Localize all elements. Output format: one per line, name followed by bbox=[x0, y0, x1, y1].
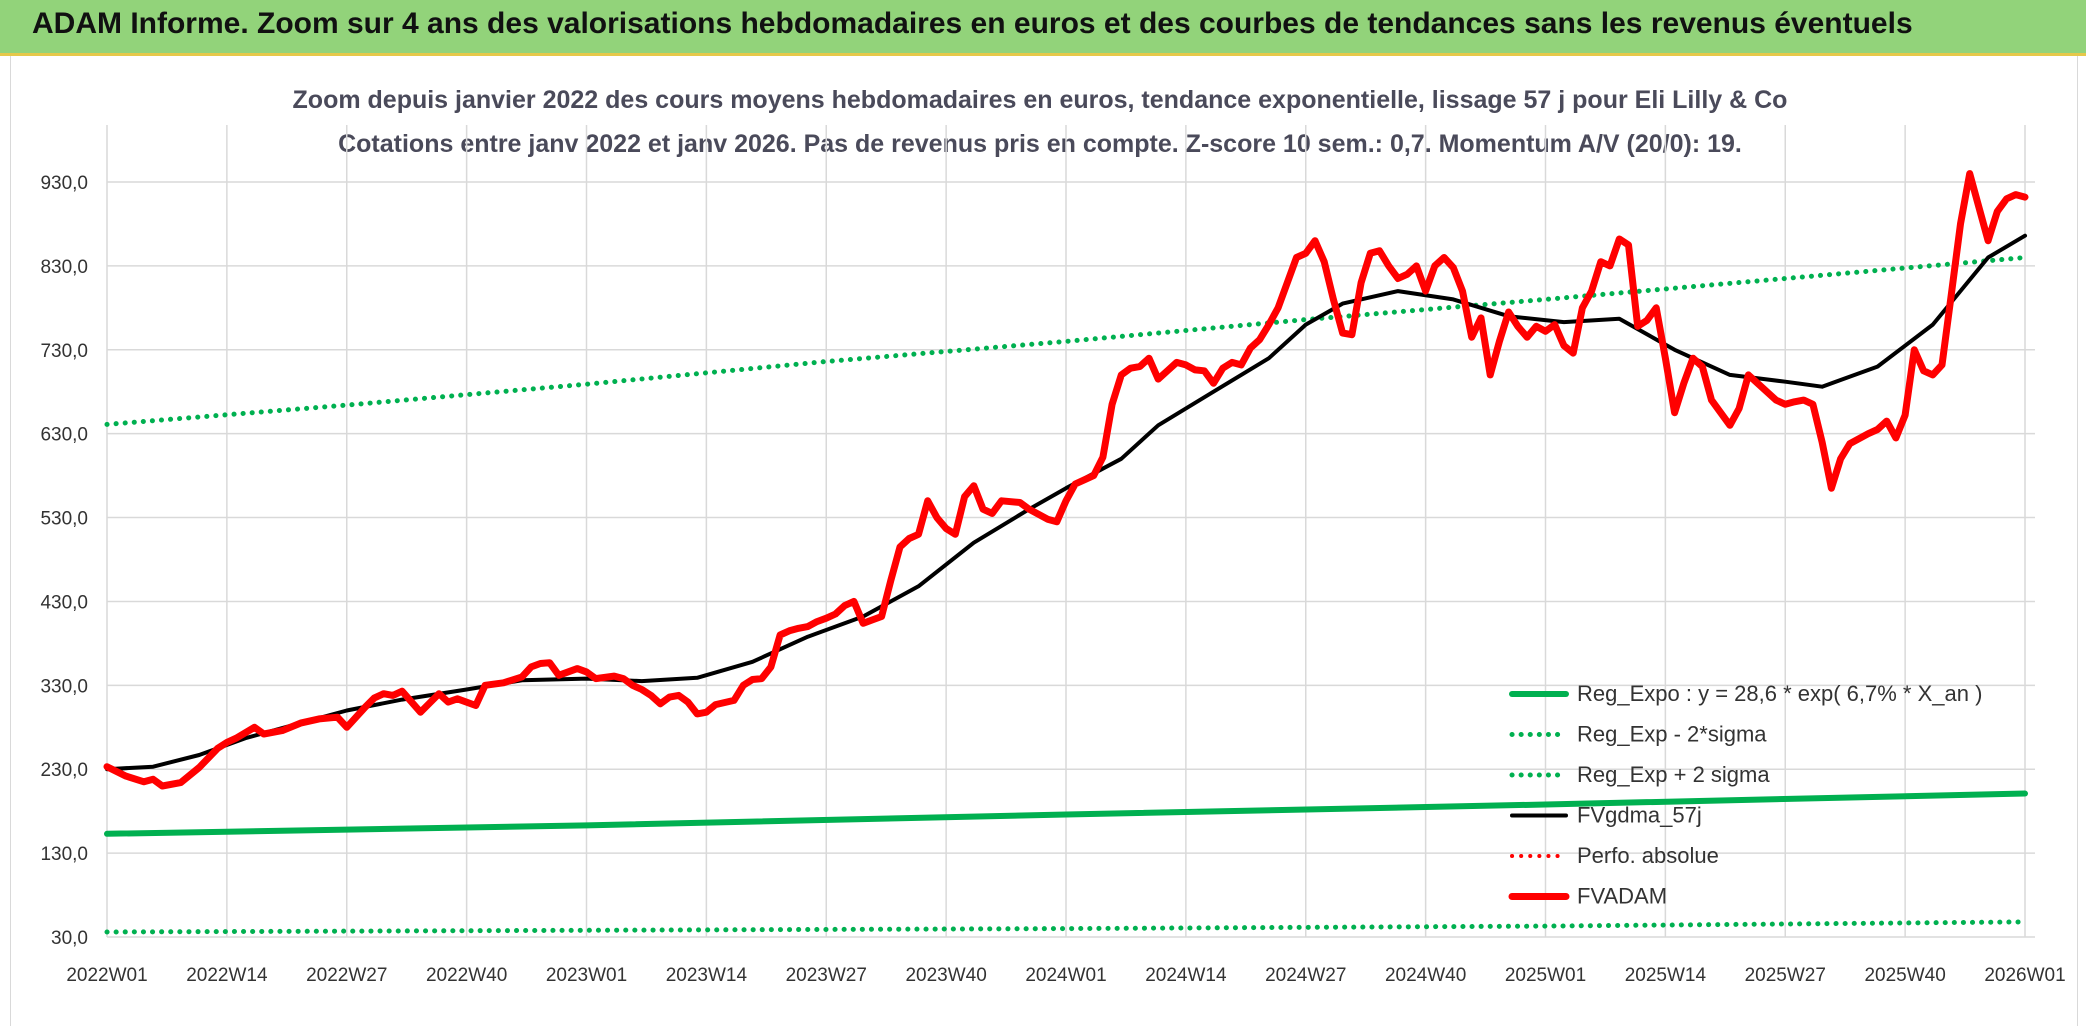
x-tick-label: 2023W27 bbox=[786, 965, 867, 986]
x-tick-label: 2026W01 bbox=[1984, 965, 2065, 986]
y-tick-label: 430,0 bbox=[40, 592, 88, 613]
x-tick-label: 2022W01 bbox=[66, 965, 147, 986]
y-tick-label: 130,0 bbox=[40, 844, 88, 865]
series-line-0 bbox=[104, 790, 2028, 837]
x-tick-label: 2024W40 bbox=[1385, 965, 1466, 986]
legend-label-0: Reg_Expo : y = 28,6 * exp( 6,7% * X_an ) bbox=[1577, 681, 1982, 706]
legend-label-2: Reg_Exp + 2 sigma bbox=[1577, 762, 1770, 787]
x-tick-label: 2022W40 bbox=[426, 965, 507, 986]
frame-top-border bbox=[0, 53, 2086, 56]
x-tick-label: 2023W01 bbox=[546, 965, 627, 986]
y-tick-label: 230,0 bbox=[40, 760, 88, 781]
legend-label-1: Reg_Exp - 2*sigma bbox=[1577, 722, 1767, 747]
x-tick-label: 2022W14 bbox=[186, 965, 268, 986]
series-line-5 bbox=[103, 170, 2029, 790]
x-tick-label: 2024W01 bbox=[1025, 965, 1106, 986]
x-tick-label: 2024W14 bbox=[1145, 965, 1227, 986]
y-tick-label: 630,0 bbox=[40, 425, 88, 446]
x-tick-label: 2025W14 bbox=[1625, 965, 1707, 986]
x-tick-label: 2025W27 bbox=[1745, 965, 1826, 986]
banner-title: ADAM Informe. Zoom sur 4 ans des valoris… bbox=[32, 7, 1913, 40]
series-line-1 bbox=[104, 919, 2028, 935]
x-tick-label: 2025W40 bbox=[1864, 965, 1945, 986]
x-tick-label: 2023W40 bbox=[905, 965, 986, 986]
legend-label-5: FVADAM bbox=[1577, 884, 1667, 909]
x-tick-label: 2025W01 bbox=[1505, 965, 1586, 986]
y-tick-label: 530,0 bbox=[40, 509, 88, 530]
chart-frame bbox=[10, 56, 2078, 1026]
x-tick-label: 2022W27 bbox=[306, 965, 387, 986]
y-tick-label: 830,0 bbox=[40, 257, 88, 278]
x-tick-label: 2023W14 bbox=[666, 965, 748, 986]
legend-label-4: Perfo. absolue bbox=[1577, 843, 1719, 868]
y-tick-label: 330,0 bbox=[40, 676, 88, 697]
chart-title: Zoom depuis janvier 2022 des cours moyen… bbox=[293, 86, 1788, 114]
y-tick-label: 30,0 bbox=[51, 928, 88, 949]
series-line-2 bbox=[104, 255, 2028, 427]
chart-subtitle: Cotations entre janv 2022 et janv 2026. … bbox=[338, 130, 1742, 158]
y-tick-label: 730,0 bbox=[40, 341, 88, 362]
x-tick-label: 2024W27 bbox=[1265, 965, 1346, 986]
title-banner: ADAM Informe. Zoom sur 4 ans des valoris… bbox=[0, 0, 2086, 53]
legend-label-3: FVgdma_57j bbox=[1577, 803, 1702, 828]
y-tick-label: 930,0 bbox=[40, 173, 88, 194]
